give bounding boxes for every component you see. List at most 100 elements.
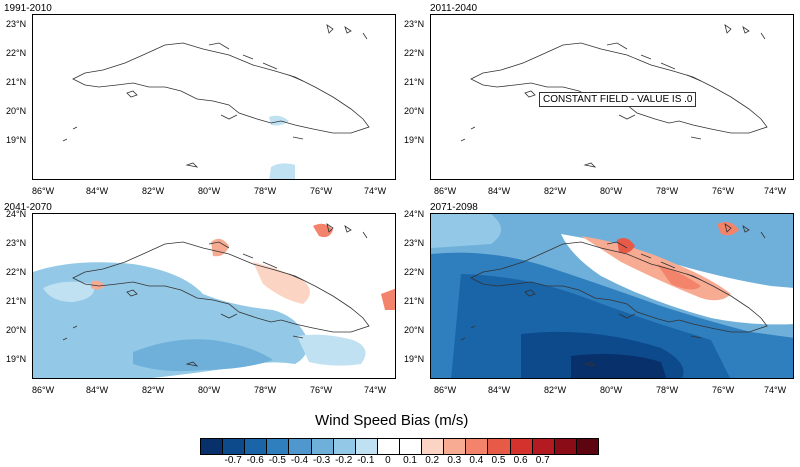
bias-patch	[211, 238, 229, 257]
colorbar-label: 0.1	[403, 455, 417, 466]
lon-label: 86°W	[32, 385, 55, 395]
colorbar-label: -0.2	[335, 455, 353, 466]
lat-label: 22°N	[6, 267, 27, 277]
colorbar-labels: -0.7 -0.6 -0.5 -0.4 -0.3 -0.2 -0.1 0 0.1 0.2 0.3 0.…	[0, 455, 800, 467]
colorbar-label: -0.4	[290, 455, 309, 466]
lat-label: 20°N	[6, 106, 27, 116]
bias-patch	[269, 163, 295, 179]
lon-label: 74°W	[764, 186, 787, 196]
lon-label: 82°W	[544, 186, 567, 196]
colorbar-swatch	[531, 438, 555, 455]
colorbar-swatch	[575, 438, 599, 455]
lon-label: 86°W	[32, 186, 55, 196]
lat-label: 24°N	[6, 209, 27, 219]
lon-label: 74°W	[364, 385, 387, 395]
lat-label: 23°N	[6, 238, 27, 248]
lon-label: 76°W	[712, 385, 735, 395]
bias-patch	[43, 281, 95, 302]
lon-label: 80°W	[600, 186, 623, 196]
bias-patch	[133, 339, 273, 372]
lon-label: 84°W	[86, 186, 109, 196]
lat-label: 21°N	[404, 77, 425, 87]
lat-label: 23°N	[6, 19, 27, 29]
lat-label: 22°N	[404, 267, 425, 277]
colorbar-swatch	[200, 438, 224, 455]
bias-patch	[617, 238, 635, 254]
colorbar-swatch	[354, 438, 378, 455]
map-canvas-1991-2010	[62, 24, 370, 179]
bias-patch	[91, 280, 105, 290]
lon-label: 80°W	[198, 186, 221, 196]
lon-label: 82°W	[544, 385, 567, 395]
bias-patch	[381, 288, 395, 310]
lon-label: 76°W	[310, 186, 333, 196]
colorbar-swatch	[487, 438, 511, 455]
panel-title-2041-2070: 2041-2070	[4, 202, 52, 213]
colorbar-swatch	[376, 438, 400, 455]
colorbar-label: -0.5	[268, 455, 286, 466]
lat-label: 20°N	[6, 325, 27, 335]
lat-label: 21°N	[6, 77, 27, 87]
lon-label: 76°W	[310, 385, 333, 395]
map-panel-2011-2040: CONSTANT FIELD - VALUE IS .0	[430, 14, 794, 180]
colorbar-swatch	[310, 438, 334, 455]
lon-label: 84°W	[86, 385, 109, 395]
colorbar-swatch	[399, 438, 423, 455]
lat-label: 23°N	[404, 238, 425, 248]
colorbar-label: -0.3	[312, 455, 331, 466]
lon-label: 78°W	[254, 186, 277, 196]
colorbar-swatch	[443, 438, 467, 455]
colorbar-title: Wind Speed Bias (m/s)	[315, 412, 469, 429]
colorbar-label: -0.6	[246, 455, 264, 466]
bias-patch	[269, 115, 289, 126]
lat-label: 24°N	[404, 209, 425, 219]
map-panel-1991-2010	[32, 14, 396, 180]
colorbar-label: 0.7	[535, 455, 550, 466]
lat-label: 20°N	[404, 325, 425, 335]
lon-label: 82°W	[142, 385, 165, 395]
lat-label: 19°N	[6, 354, 27, 364]
panel-title-1991-2010: 1991-2010	[4, 3, 52, 14]
colorbar-swatch	[553, 438, 577, 455]
colorbar-label: -0.1	[357, 455, 375, 466]
colorbar-swatch	[244, 438, 268, 455]
lon-label: 86°W	[434, 385, 457, 395]
bias-patch	[717, 222, 739, 236]
colorbar-swatch	[421, 438, 445, 455]
colorbar-label: 0.4	[469, 455, 484, 466]
bias-patch	[297, 334, 366, 366]
panel-title-2071-2098: 2071-2098	[430, 202, 478, 213]
lat-label: 22°N	[404, 48, 425, 58]
bias-patch	[431, 214, 501, 248]
bias-patch	[657, 264, 701, 290]
colorbar-swatch	[509, 438, 533, 455]
lon-label: 84°W	[488, 186, 511, 196]
colorbar-label: -0.7	[224, 455, 242, 466]
lon-label: 76°W	[712, 186, 735, 196]
colorbar-swatch	[465, 438, 489, 455]
bias-patch	[571, 354, 667, 378]
lon-label: 86°W	[434, 186, 457, 196]
lon-label: 80°W	[600, 385, 623, 395]
colorbar-label: 0	[385, 455, 391, 466]
colorbar	[200, 438, 599, 455]
colorbar-label: 0.2	[425, 455, 440, 466]
bias-patch	[253, 262, 310, 304]
map-panel-2041-2070	[32, 213, 396, 379]
colorbar-label: 0.3	[447, 455, 462, 466]
colorbar-swatch	[288, 438, 312, 455]
lat-label: 19°N	[404, 135, 425, 145]
lon-label: 84°W	[488, 385, 511, 395]
lat-label: 20°N	[404, 106, 425, 116]
lon-label: 74°W	[364, 186, 387, 196]
panel-title-2011-2040: 2011-2040	[430, 3, 478, 14]
colorbar-label: 0.6	[513, 455, 528, 466]
lon-label: 80°W	[198, 385, 221, 395]
lon-label: 82°W	[142, 186, 165, 196]
lon-label: 78°W	[254, 385, 277, 395]
constant-field-label: CONSTANT FIELD - VALUE IS .0	[539, 92, 697, 107]
colorbar-swatch	[332, 438, 356, 455]
lat-label: 19°N	[6, 135, 27, 145]
lat-label: 22°N	[6, 48, 27, 58]
map-canvas-2071-2098	[431, 214, 793, 378]
